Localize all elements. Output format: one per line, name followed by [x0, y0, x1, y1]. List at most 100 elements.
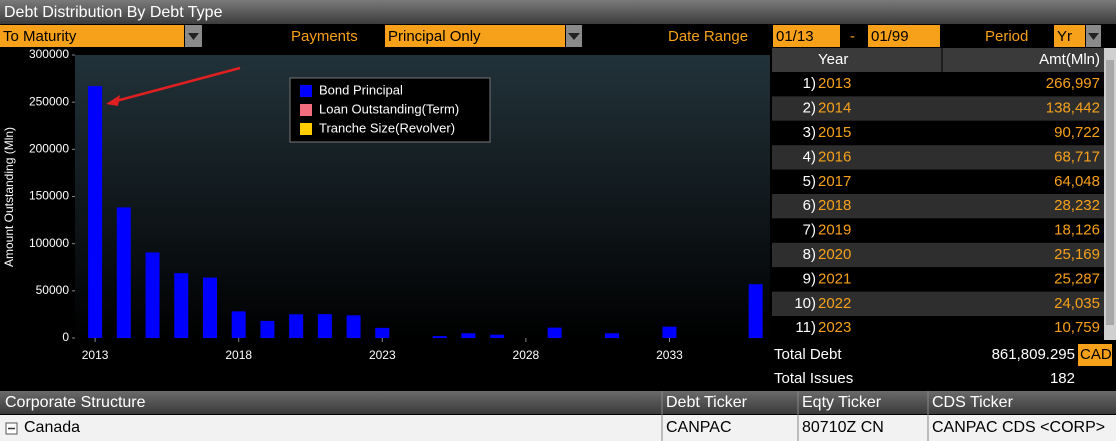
period-value: Yr — [1057, 28, 1072, 45]
row-year: 2014 — [818, 100, 851, 117]
column-header: CDS Ticker — [932, 394, 1014, 411]
row-year: 2019 — [818, 222, 851, 239]
bar — [317, 314, 332, 338]
x-tick-label: 2023 — [369, 348, 396, 362]
table-row — [772, 267, 1104, 292]
row-index: 11) — [795, 319, 816, 336]
date-separator: - — [850, 28, 855, 45]
payments-value: Principal Only — [388, 28, 481, 45]
date-range-label: Date Range — [668, 28, 748, 45]
row-year: 2013 — [818, 75, 851, 92]
table-row — [772, 291, 1104, 316]
column-header: Corporate Structure — [5, 394, 146, 411]
payments-label: Payments — [291, 28, 358, 45]
x-tick-label: 2018 — [225, 348, 252, 362]
legend-label: Bond Principal — [319, 82, 403, 97]
row-index: 4) — [803, 148, 816, 165]
bar — [260, 320, 275, 338]
x-tick-label: 2028 — [513, 348, 540, 362]
table-row — [772, 194, 1104, 219]
row-index: 1) — [803, 75, 816, 92]
bar — [748, 284, 763, 338]
currency-box[interactable] — [1078, 344, 1112, 366]
row-index: 5) — [803, 173, 816, 190]
table-row — [772, 145, 1104, 170]
row-index: 10) — [794, 295, 816, 312]
legend-box — [289, 77, 491, 143]
row-amount: 90,722 — [1054, 124, 1100, 141]
y-tick-label: 300000 — [29, 47, 69, 61]
row-index: 3) — [803, 124, 816, 141]
table-header — [772, 48, 1104, 72]
period-dropdown[interactable] — [1054, 25, 1085, 47]
table-row — [772, 242, 1104, 268]
bar — [88, 86, 103, 338]
bar — [662, 326, 677, 338]
row-amount: 28,232 — [1054, 197, 1100, 214]
dropdown-arrow — [1088, 33, 1099, 40]
row-year: 2021 — [818, 270, 851, 287]
legend-label: Tranche Size(Revolver) — [319, 120, 455, 135]
row-year: 2018 — [818, 197, 851, 214]
period-label: Period — [985, 28, 1028, 45]
row-year: 2017 — [818, 173, 851, 190]
row-year: 2015 — [818, 124, 851, 141]
bar — [116, 207, 131, 338]
structure-header — [0, 391, 1116, 414]
bar — [605, 333, 620, 338]
column-header: Debt Ticker — [666, 394, 748, 411]
bar — [461, 333, 476, 338]
y-tick-label: 150000 — [29, 189, 69, 203]
x-tick-label: 2033 — [656, 348, 683, 362]
row-amount: 138,442 — [1046, 100, 1100, 117]
annotation-arrowhead — [106, 95, 120, 106]
y-tick-label: 250000 — [29, 94, 69, 108]
bar — [346, 315, 361, 338]
structure-row[interactable] — [0, 415, 1116, 441]
bar — [231, 311, 246, 338]
row-amount: 18,126 — [1054, 222, 1100, 239]
structure-cell: CANPAC CDS <CORP> — [932, 419, 1105, 436]
row-year: 2016 — [818, 148, 851, 165]
structure-table: Corporate Structure Debt Ticker Eqty Ticke… — [0, 391, 1116, 441]
table-row — [772, 72, 1104, 97]
column-header: Amt(Mln) — [1039, 51, 1100, 68]
table-row — [772, 120, 1104, 146]
date-from-input[interactable] — [773, 25, 840, 47]
dropdown-arrow — [568, 33, 580, 40]
row-amount: 25,169 — [1054, 246, 1100, 263]
y-tick-label: 0 — [62, 330, 69, 344]
x-tick-label: 2013 — [82, 348, 109, 362]
table-row — [772, 218, 1104, 243]
mode-value: To Maturity — [3, 28, 77, 45]
bar — [490, 334, 505, 338]
annotation-arrow — [115, 66, 241, 103]
row-index: 9) — [803, 270, 816, 287]
total-debt: 861,809.295 — [992, 346, 1075, 363]
mode-dropdown[interactable] — [0, 25, 184, 47]
row-amount: 266,997 — [1046, 75, 1100, 92]
structure-cell: Canada — [24, 419, 80, 436]
date-to: 01/99 — [871, 28, 909, 45]
column-header: Eqty Ticker — [802, 394, 882, 411]
title-bar — [0, 0, 1116, 24]
total-issues-label: Total Issues — [774, 370, 853, 387]
row-index: 7) — [803, 222, 816, 239]
bar — [202, 277, 217, 338]
currency: CAD — [1080, 346, 1112, 363]
legend-label: Loan Outstanding(Term) — [319, 101, 459, 116]
column-header: Year — [818, 51, 848, 68]
bar — [174, 273, 189, 338]
bar — [547, 327, 562, 338]
y-tick-label: 200000 — [29, 142, 69, 156]
scrollbar-thumb[interactable] — [1106, 60, 1114, 325]
y-axis-label: Amount Outstanding (Mln) — [2, 127, 16, 267]
row-index: 2) — [803, 100, 816, 117]
bar — [432, 336, 447, 338]
payments-dropdown[interactable] — [385, 25, 565, 47]
date-to-input[interactable] — [868, 25, 940, 47]
legend-swatch — [300, 104, 312, 116]
row-amount: 68,717 — [1054, 148, 1100, 165]
year-table: Year Amt(Mln) 1) 2013 266,997 2) 2014 138,442… — [772, 48, 1104, 341]
